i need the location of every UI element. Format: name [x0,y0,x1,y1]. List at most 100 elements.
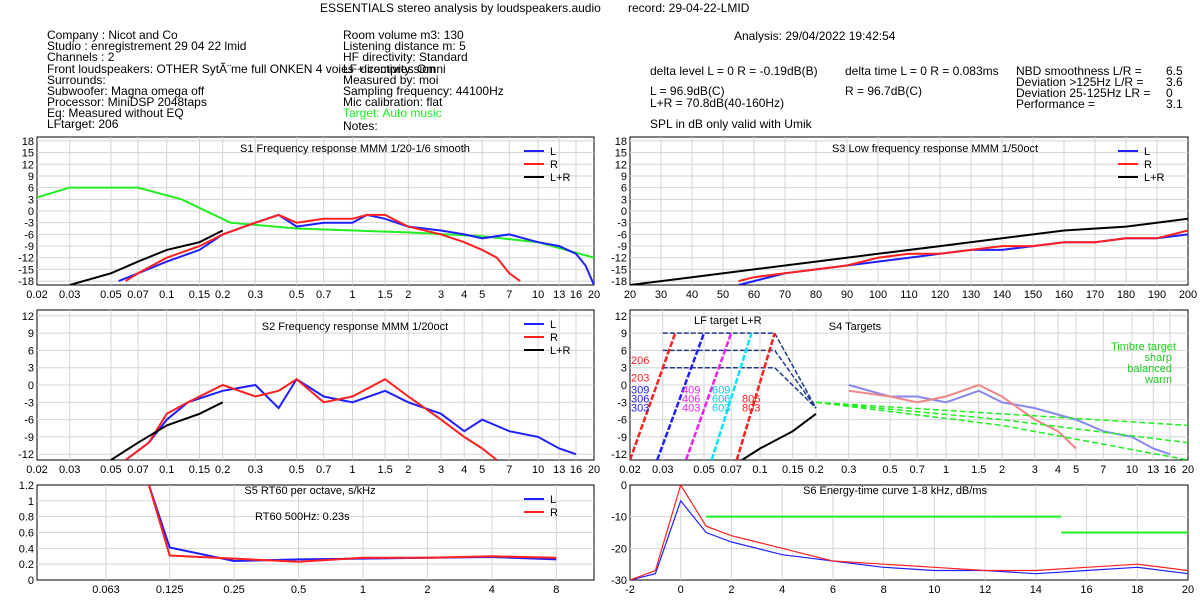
x-tick-label: 7 [1100,464,1106,476]
x-tick-label: 1 [943,464,949,476]
y-tick-label: 15 [22,148,34,160]
lf-target-curve [662,349,817,409]
x-tick-label: 16 [570,289,582,301]
y-tick-label: 9 [621,171,627,183]
x-tick-label: 10 [928,584,940,596]
x-tick-label: 2 [424,584,430,596]
x-tick-label: 170 [1086,289,1104,301]
x-tick-label: 0.2 [215,289,230,301]
target-code-label: 406 [682,393,700,405]
x-tick-label: 0.05 [100,464,121,476]
x-tick-label: 180 [1117,289,1135,301]
y-tick-label: -18 [18,276,34,288]
timbre-target-line [815,401,1188,427]
info-line: Company : Nicot and Co [47,28,178,42]
x-tick-label: 0.02 [619,464,640,476]
x-tick-label: 0.07 [127,464,148,476]
lf-target-curve [662,332,817,409]
info-line: Measured by: moi [343,73,439,87]
legend-label: L+R [1144,172,1165,184]
legend-label: L [550,494,556,506]
x-tick-label: 150 [1024,289,1042,301]
info-line: Front loudspeakers: OTHER SytÃ¨me full O… [47,62,436,76]
target-code-label: 206 [631,355,649,367]
x-tick-label: 50 [717,289,729,301]
series-r [147,485,557,563]
lf-rolloff-line [735,332,776,460]
y-tick-label: 6 [621,345,627,357]
x-tick-label: 0.5 [291,584,306,596]
x-tick-label: 5 [1073,464,1079,476]
target-code-label: 306 [631,393,649,405]
y-tick-label: -30 [611,575,627,587]
x-tick-label: 0.5 [289,289,304,301]
info-line: Surrounds: [47,73,106,87]
series-l [630,499,1188,580]
x-tick-label: 0.03 [652,464,673,476]
x-tick-label: 190 [1148,289,1166,301]
series-group [110,377,577,460]
x-tick-label: 0.3 [248,464,263,476]
dev25-value: 0 [1166,86,1173,100]
spl-r: R = 96.7dB(C) [845,84,923,98]
legend: LR [524,494,558,519]
x-tick-label: 0.1 [752,464,767,476]
x-tick-label: 140 [993,289,1011,301]
info-line: Room volume m3: 130 [343,28,464,42]
x-tick-label: 1 [349,289,355,301]
info-line: Mic calibration: flat [343,95,443,109]
x-tick-label: 16 [570,464,582,476]
x-tick-label: 80 [810,289,822,301]
series-r [738,229,1188,283]
x-tick-label: 3 [1032,464,1038,476]
y-tick-label: -12 [18,449,34,461]
x-tick-label: 2 [999,464,1005,476]
target-code-label: 303 [631,403,649,415]
chart-title: S5 RT60 per octave, s/kHz [244,485,375,497]
x-tick-label: 14 [1030,584,1042,596]
x-tick-label: 130 [962,289,980,301]
x-tick-label: 10 [532,289,544,301]
y-tick-label: -10 [611,512,627,524]
x-tick-label: 2 [405,289,411,301]
y-tick-label: 1 [28,496,34,508]
x-tick-label: 0.03 [59,464,80,476]
x-tick-label: 4 [1055,464,1061,476]
x-tick-label: 0.07 [127,289,148,301]
x-tick-label: 20 [624,289,636,301]
y-tick-label: 0.2 [19,559,34,571]
x-tick-label: 4 [461,464,467,476]
target-code-label: 403 [682,403,700,415]
timbre-target-line [815,401,1188,444]
series-r [125,377,498,460]
x-tick-label: 120 [931,289,949,301]
y-tick-label: -3 [24,397,34,409]
x-tick-label: 0.15 [782,464,803,476]
x-tick-label: 4 [461,289,467,301]
x-tick-label: 0.2 [808,464,823,476]
y-tick-label: -9 [617,432,627,444]
dev125-value: 3.6 [1166,75,1183,89]
dev125-label: Deviation >125Hz L/R = [1016,75,1144,89]
x-tick-label: 5 [479,289,485,301]
lf-target-curve [662,366,817,409]
x-tick-label: 2 [405,464,411,476]
perf-value: 3.1 [1166,97,1183,111]
series-l [848,384,1171,456]
y-tick-label: -3 [24,218,34,230]
x-tick-label: 10 [1126,464,1138,476]
x-tick-label: 1.5 [971,464,986,476]
dev25-label: Deviation 25-125Hz LR = [1016,86,1151,100]
x-tick-label: 13 [553,289,565,301]
x-tick-label: 0.05 [693,464,714,476]
chart-s3: 20 30 40 50 60 70 80 90 100 110 120 130 140 150 160 170… [611,136,1197,301]
target-line: Target: Auto music [343,106,442,120]
x-tick-label: 0.1 [159,289,174,301]
x-tick-label: 0.7 [910,464,925,476]
y-tick-label: 9 [28,328,34,340]
legend-label: R [1144,159,1152,171]
x-tick-label: 20 [1182,464,1194,476]
target-code-label: 603 [712,403,730,415]
lf-rolloff-line [630,332,677,460]
